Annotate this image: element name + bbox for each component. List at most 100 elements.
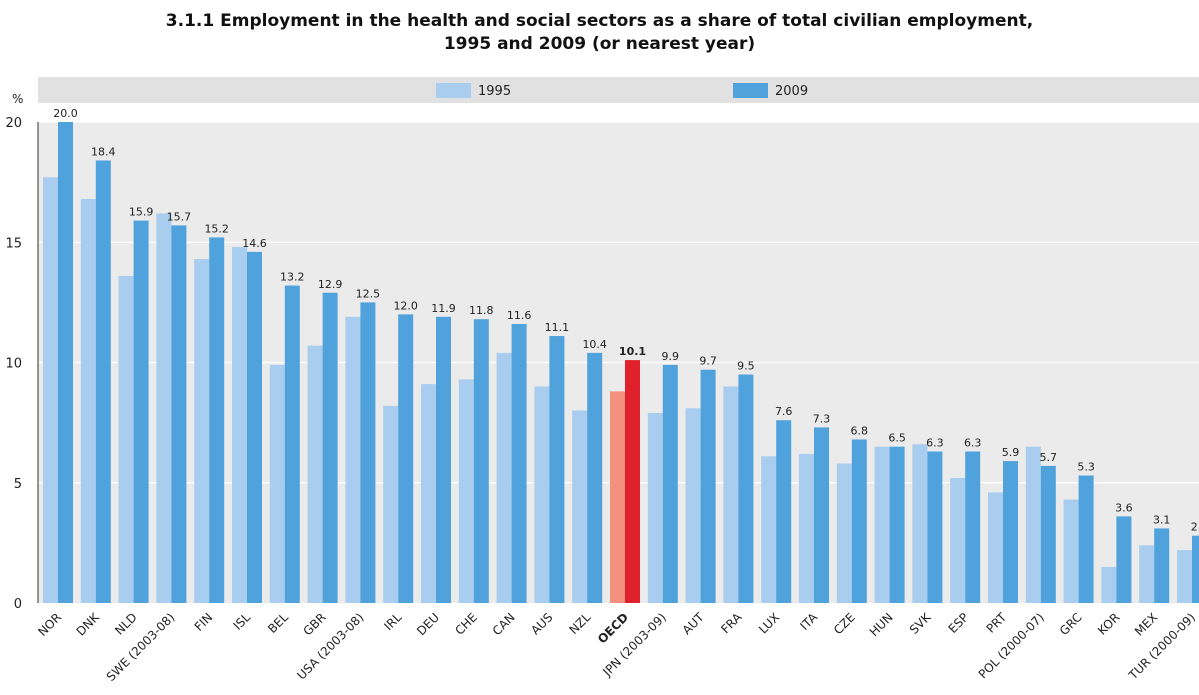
bar-1995-26 [1025, 446, 1041, 603]
bar-1995-23 [912, 444, 928, 603]
data-label: 3.1 [1153, 513, 1171, 526]
bar-2009-9 [398, 314, 414, 603]
bar-1995-18 [723, 386, 739, 603]
data-label: 10.1 [619, 345, 646, 358]
data-label: 9.5 [737, 360, 755, 373]
data-label: 11.9 [431, 302, 456, 315]
bar-2009-7 [322, 292, 338, 603]
data-label: 11.1 [545, 321, 570, 334]
x-tick-label: TUR (2000-09) [1125, 610, 1198, 683]
data-label: 5.7 [1040, 451, 1058, 464]
x-tick-label: NOR [35, 610, 64, 639]
y-axis-unit: % [12, 92, 23, 106]
x-tick-label: USA (2003-08) [294, 610, 366, 682]
data-label: 6.3 [964, 436, 982, 449]
data-labels: 20.0 18.4 15.9 15.7 15.2 14.6 13.2 12.9 12.5 12.0… [53, 107, 1199, 534]
bar-2009-29 [1154, 528, 1170, 603]
bar-1995-5 [232, 247, 247, 603]
bar-1995-24 [950, 477, 966, 603]
data-label: 9.9 [662, 350, 680, 363]
bar-2009-24 [965, 451, 981, 603]
bar-2009-21 [851, 439, 867, 603]
data-label: 15.2 [204, 222, 229, 235]
data-label: 2.8 [1191, 521, 1199, 534]
x-tick-label: DNK [74, 609, 103, 638]
bar-2009-26 [1040, 465, 1056, 603]
x-tick-label: PRT [984, 610, 1010, 636]
bar-1995-17 [685, 408, 701, 603]
x-tick-label: GBR [301, 610, 329, 638]
bar-1995-19 [761, 456, 777, 603]
bar-2009-10 [436, 316, 451, 603]
bar-1995-15 [610, 391, 625, 603]
bar-2009-1 [95, 160, 111, 604]
data-label: 12.0 [393, 299, 418, 312]
bar-2009-12 [511, 324, 527, 603]
x-tick-label: CZE [831, 610, 858, 637]
data-label: 10.4 [582, 338, 607, 351]
data-label: 13.2 [280, 271, 305, 284]
legend-label-1995: 1995 [478, 84, 511, 99]
data-label: 6.8 [851, 424, 869, 437]
bar-2009-2 [133, 220, 149, 604]
bar-1995-6 [269, 364, 285, 603]
x-tick-label: LUX [756, 610, 782, 636]
data-label: 20.0 [53, 107, 78, 120]
bar-1995-13 [534, 386, 550, 603]
bar-1995-20 [799, 453, 814, 603]
x-tick-label: KOR [1095, 610, 1123, 638]
y-tick-label: 20 [5, 116, 22, 131]
legend-background [38, 77, 1199, 103]
bar-2009-25 [1003, 461, 1018, 603]
data-label: 15.9 [129, 206, 154, 219]
bar-1995-3 [156, 213, 172, 603]
bar-1995-27 [1063, 499, 1079, 603]
x-tick-label: AUS [528, 610, 555, 637]
x-tick-label: FRA [718, 610, 745, 637]
bar-2009-18 [738, 374, 754, 603]
data-label: 7.3 [813, 412, 831, 425]
x-tick-label: ITA [797, 610, 820, 633]
bar-2009-0 [58, 122, 73, 603]
x-tick-label: MEX [1132, 610, 1160, 638]
chart-title-line-1: 3.1.1 Employment in the health and socia… [165, 11, 1034, 31]
data-label: 9.7 [699, 355, 717, 368]
bar-2009-6 [284, 285, 300, 603]
data-label: 11.8 [469, 304, 494, 317]
x-tick-label: BEL [265, 610, 291, 636]
x-tick-label: NLD [112, 610, 140, 638]
data-label: 14.6 [242, 237, 267, 250]
data-label: 6.5 [888, 432, 906, 445]
data-label: 12.9 [318, 278, 343, 291]
data-label: 12.5 [356, 287, 381, 300]
y-tick-label: 0 [14, 597, 22, 612]
data-label: 5.3 [1077, 461, 1095, 474]
bar-1995-25 [988, 492, 1003, 603]
y-tick-label: 10 [5, 357, 22, 372]
bar-1995-22 [874, 446, 890, 603]
bar-2009-17 [700, 369, 716, 603]
bar-1995-11 [458, 379, 474, 603]
x-tick-label: SWE (2003-08) [104, 610, 178, 684]
legend-swatch-1995 [436, 83, 471, 98]
y-tick-label: 15 [5, 236, 22, 251]
bar-1995-0 [43, 177, 58, 603]
bar-2009-13 [549, 336, 565, 603]
data-label: 6.3 [926, 436, 944, 449]
chart-title: 3.1.1 Employment in the health and socia… [0, 10, 1199, 56]
bar-1995-9 [383, 405, 399, 603]
y-tick-label: 5 [14, 477, 22, 492]
x-tick-label: NZL [567, 610, 594, 637]
bar-1995-16 [647, 413, 663, 603]
x-tick-label: AUT [680, 610, 708, 638]
data-label: 5.9 [1002, 446, 1020, 459]
x-tick-label: ESP [946, 610, 972, 636]
bar-1995-28 [1101, 566, 1117, 603]
bar-1995-7 [307, 345, 323, 603]
data-label: 15.7 [167, 210, 192, 223]
bar-1995-29 [1139, 545, 1155, 603]
legend-swatch-2009 [733, 83, 768, 98]
bars [43, 122, 1199, 604]
